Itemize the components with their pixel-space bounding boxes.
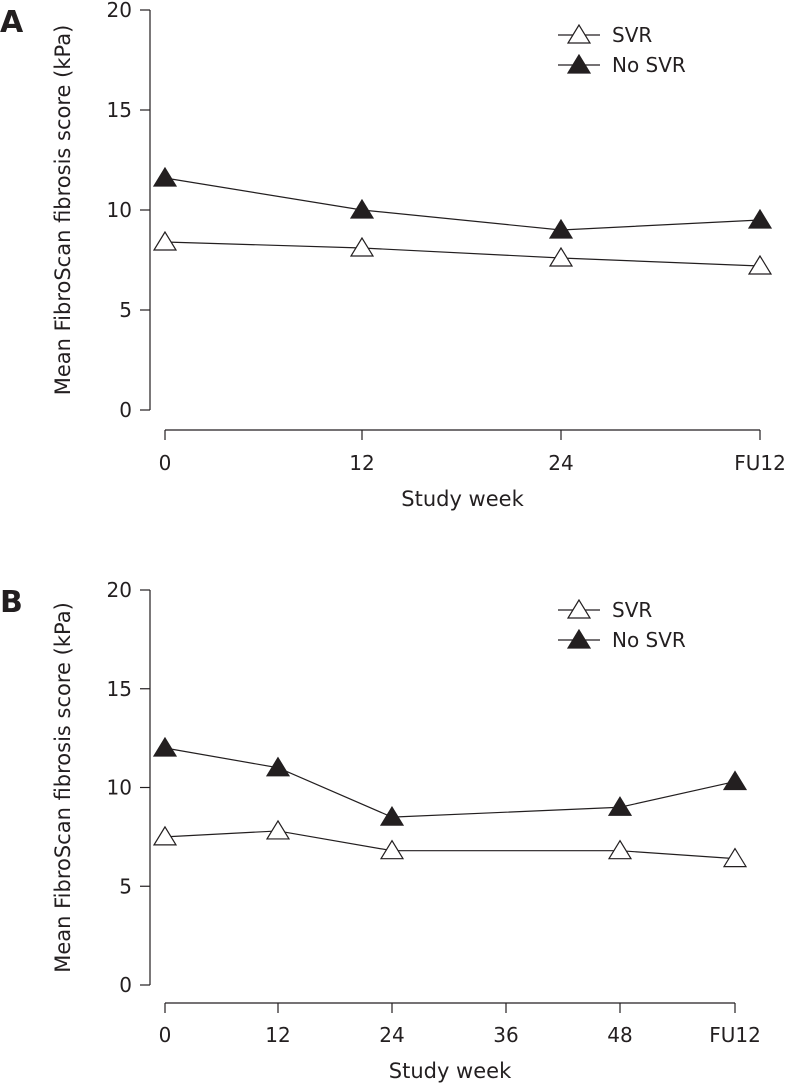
data-point xyxy=(152,166,178,187)
x-tick-label: 0 xyxy=(159,451,172,475)
y-tick-label: 15 xyxy=(107,677,132,701)
x-tick-label: FU12 xyxy=(734,451,786,475)
data-point xyxy=(349,198,375,219)
legend-marker-icon xyxy=(566,628,592,649)
series-line xyxy=(164,241,761,267)
series-no-svr xyxy=(152,166,773,239)
x-tick-label: 0 xyxy=(159,1023,172,1047)
y-axis-title: Mean FibroScan fibrosis score (kPa) xyxy=(51,25,75,396)
data-point xyxy=(722,847,748,868)
panel-letter: A xyxy=(0,5,24,40)
legend-marker-icon xyxy=(566,23,592,44)
y-tick-label: 20 xyxy=(107,0,132,22)
data-point xyxy=(548,246,574,267)
x-axis-title: Study week xyxy=(401,487,524,511)
y-tick-label: 10 xyxy=(107,198,132,222)
x-tick-label: 36 xyxy=(493,1023,518,1047)
data-point xyxy=(265,819,291,840)
chart-panel-b: B 0 5 10 15 20 Mean FibroScan fibrosis score (… xyxy=(0,578,761,1083)
legend-item: SVR xyxy=(558,23,652,47)
series-line xyxy=(164,177,761,231)
data-point xyxy=(548,218,574,239)
data-point xyxy=(747,208,773,229)
x-tick-label: FU12 xyxy=(709,1023,761,1047)
y-tick-label: 5 xyxy=(119,298,132,322)
x-tick-label: 12 xyxy=(265,1023,290,1047)
data-point xyxy=(152,736,178,757)
data-point xyxy=(607,839,633,860)
data-point xyxy=(747,254,773,275)
x-tick-label: 24 xyxy=(379,1023,404,1047)
legend-item: SVR xyxy=(558,598,652,622)
data-point xyxy=(152,230,178,251)
legend-label: SVR xyxy=(612,23,652,47)
y-tick-label: 15 xyxy=(107,98,132,122)
data-point xyxy=(152,825,178,846)
series-line xyxy=(164,830,736,860)
y-tick-label: 5 xyxy=(119,874,132,898)
x-tick-label: 48 xyxy=(607,1023,632,1047)
y-tick-label: 20 xyxy=(107,578,132,602)
data-point xyxy=(379,839,405,860)
y-tick-label: 0 xyxy=(119,398,132,422)
y-tick-label: 0 xyxy=(119,973,132,997)
legend-item: No SVR xyxy=(558,628,686,652)
x-tick-label: 24 xyxy=(548,451,573,475)
series-svr xyxy=(152,230,773,275)
data-point xyxy=(265,756,291,777)
x-tick-label: 12 xyxy=(349,451,374,475)
y-axis-title: Mean FibroScan fibrosis score (kPa) xyxy=(51,602,75,973)
legend-marker-icon xyxy=(566,53,592,74)
legend-label: SVR xyxy=(612,598,652,622)
data-point xyxy=(349,236,375,257)
panel-letter: B xyxy=(0,585,23,620)
data-point xyxy=(722,770,748,791)
series-no-svr xyxy=(152,736,748,826)
series-line xyxy=(164,747,736,818)
legend-label: No SVR xyxy=(612,53,686,77)
data-point xyxy=(607,796,633,816)
y-tick-label: 10 xyxy=(107,776,132,800)
legend-label: No SVR xyxy=(612,628,686,652)
chart-panel-a: A 0 5 10 15 20 Mean FibroScan fibrosis score (… xyxy=(0,0,786,511)
series-svr xyxy=(152,819,748,868)
legend-marker-icon xyxy=(566,598,592,619)
x-axis-title: Study week xyxy=(389,1059,512,1083)
data-point xyxy=(379,805,405,826)
legend-item: No SVR xyxy=(558,53,686,77)
